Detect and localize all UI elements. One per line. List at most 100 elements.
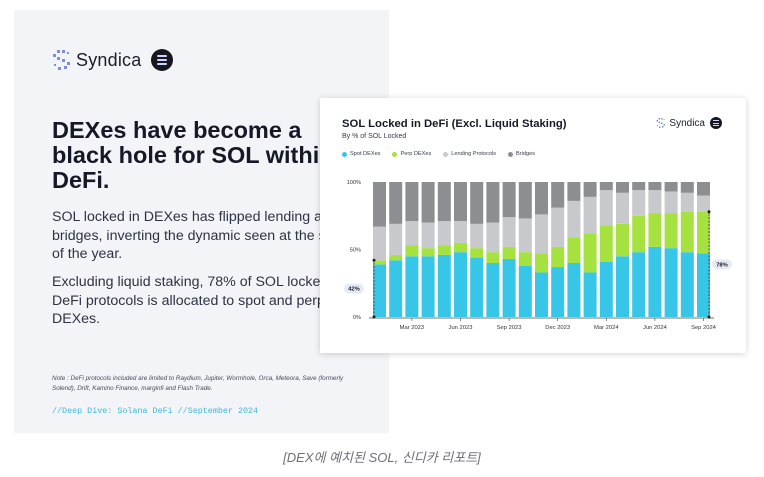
chart-card: SOL Locked in DeFi (Excl. Liquid Staking… (320, 98, 746, 353)
bar-segment-perp (486, 252, 500, 263)
legend-swatch-lending (443, 151, 449, 157)
bar-segment-perp (648, 213, 662, 247)
bar-segment-bridges (421, 182, 435, 223)
bar-segment-spot (632, 252, 646, 317)
bar-segment-lending (421, 222, 435, 249)
paragraph-dex-flip: SOL locked in DEXes has flipped lending … (52, 209, 347, 262)
x-tick-label: Jun 2023 (449, 325, 473, 331)
bar-segment-lending (535, 214, 548, 254)
legend-swatch-spot (342, 151, 347, 157)
bar-segment-bridges (502, 182, 516, 218)
bar-segment-spot (599, 261, 613, 317)
legend-label-bridges: Bridges (516, 151, 536, 157)
bar-segment-lending (616, 192, 629, 224)
bar-segment-lending (486, 222, 500, 253)
bar-segment-perp (535, 253, 548, 273)
legend-item-bridges: Bridges (508, 151, 535, 157)
bar-segment-lending (405, 221, 419, 246)
bar-segment-spot (680, 252, 694, 317)
bar-segment-spot (405, 256, 419, 317)
bar-segment-spot (470, 257, 484, 317)
bar-segment-bridges (551, 182, 565, 208)
solana-badge-icon (710, 117, 722, 129)
syndica-logo-icon (53, 50, 70, 70)
bar-segment-perp (421, 248, 435, 257)
annotation-pill (344, 283, 364, 294)
bar-segment-lending (680, 192, 694, 212)
bar-segment-lending (454, 221, 467, 243)
bar-segment-perp (551, 246, 565, 268)
card-brand-name: Syndica (669, 117, 705, 129)
paragraph-78-percent: Excluding liquid staking, 78% of SOL loc… (52, 274, 344, 327)
bar-segment-lending (648, 190, 662, 214)
bar-segment-bridges (437, 182, 451, 222)
bar-segment-perp (518, 252, 532, 266)
y-tick-label: 100% (347, 180, 361, 186)
bar-segment-perp (373, 260, 386, 265)
bar-segment-perp (616, 223, 629, 257)
bar-segment-bridges (518, 182, 532, 219)
legend-swatch-bridges (508, 151, 514, 157)
bar-segment-bridges (664, 182, 678, 192)
x-tick-label: Dec 2023 (545, 325, 570, 331)
x-tick-label: Mar 2023 (400, 325, 425, 331)
legend-label-spot: Spot DEXes (350, 151, 381, 157)
bar-segment-perp (502, 246, 516, 259)
bar-segment-spot (486, 263, 500, 317)
bar-segment-spot (697, 253, 710, 317)
y-tick-label: 0% (353, 315, 361, 321)
bar-segment-spot (502, 258, 516, 317)
bar-segment-bridges (567, 182, 581, 201)
annotation-label: 42% (348, 287, 360, 293)
bar-segment-bridges (648, 182, 662, 191)
bar-segment-lending (599, 190, 613, 226)
bar-segment-spot (518, 265, 532, 317)
x-tick-label: Mar 2024 (594, 325, 619, 331)
bar-segment-spot (421, 256, 435, 317)
bar-segment-spot (551, 267, 565, 317)
bar-segment-bridges (535, 182, 548, 215)
bar-segment-perp (583, 233, 597, 273)
bar-segment-bridges (599, 182, 613, 191)
bar-segment-spot (583, 272, 597, 317)
bar-segment-bridges (486, 182, 500, 223)
bar-segment-bridges (389, 182, 403, 224)
bar-segment-bridges (680, 182, 694, 193)
bar-segment-spot (648, 246, 662, 317)
bar-segment-lending (470, 223, 484, 249)
bar-segment-lending (502, 217, 516, 247)
bar-segment-lending (518, 218, 532, 253)
legend-label-lending: Lending Protocols (451, 151, 497, 157)
brand-name: Syndica (76, 49, 142, 70)
bar-segment-lending (389, 223, 403, 255)
deep-dive-tag: //Deep Dive: Solana DeFi //September 202… (52, 406, 259, 416)
legend-item-perp: Perp DEXes (392, 151, 431, 157)
bar-segment-bridges (583, 182, 597, 197)
bar-segment-lending (437, 221, 451, 246)
bar-segment-perp (632, 215, 646, 253)
y-tick-label: 50% (350, 248, 361, 254)
bar-segment-bridges (405, 182, 419, 222)
legend-label-perp: Perp DEXes (400, 151, 432, 157)
bar-segment-bridges (373, 182, 386, 227)
bar-segment-spot (454, 252, 467, 317)
bar-segment-perp (680, 211, 694, 253)
bar-segment-lending (551, 207, 565, 247)
chart-title: SOL Locked in DeFi (Excl. Liquid Staking… (342, 118, 567, 130)
bar-segment-spot (567, 263, 581, 317)
bar-segment-perp (389, 254, 403, 261)
headline: DEXes have become a black hole for SOL w… (52, 117, 334, 193)
bar-segment-bridges (632, 182, 646, 191)
bar-segment-bridges (616, 182, 629, 193)
chart-subtitle: By % of SOL Locked (342, 133, 407, 140)
bar-segment-perp (664, 213, 678, 249)
annotation-dot (372, 315, 376, 319)
bar-segment-perp (437, 245, 451, 255)
bar-segment-lending (697, 195, 710, 212)
annotation-dot (372, 258, 376, 262)
bar-segment-lending (373, 226, 386, 261)
bar-segment-lending (567, 200, 581, 238)
bar-segment-perp (454, 242, 467, 253)
image-caption: [DEX에 예치된 SOL, 신디카 리포트] (283, 450, 481, 465)
bar-segment-bridges (697, 182, 710, 196)
